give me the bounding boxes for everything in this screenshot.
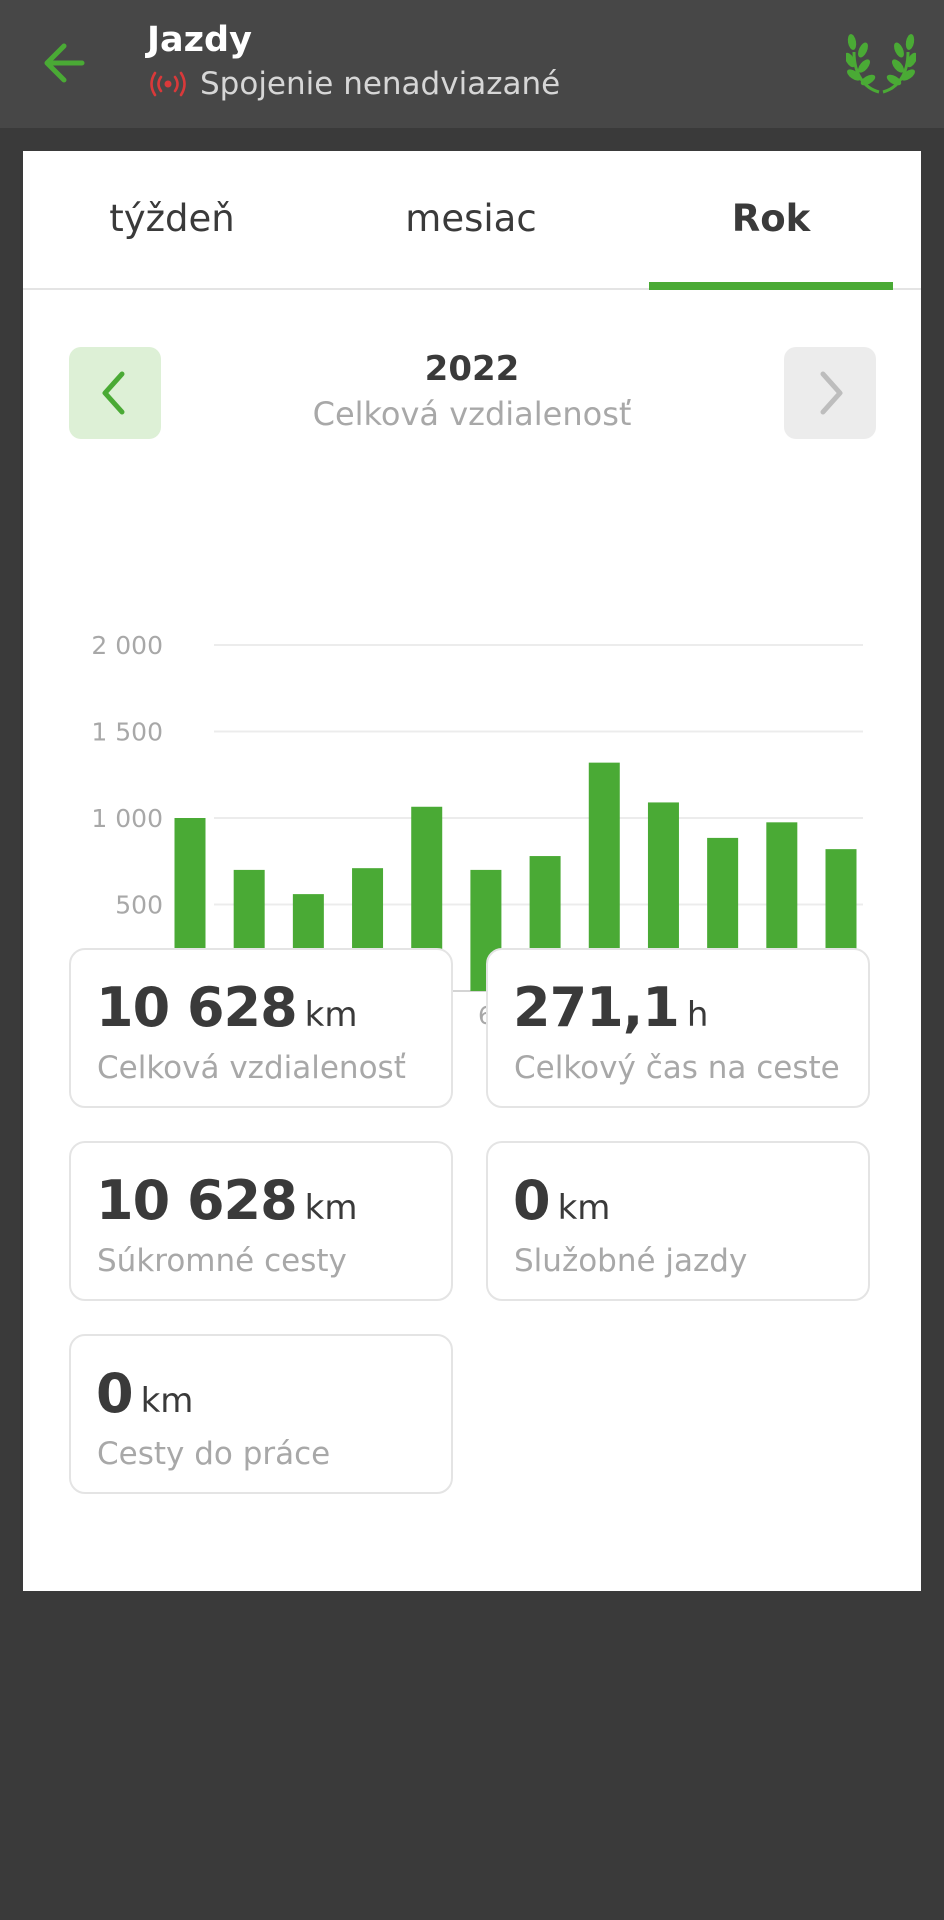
stat-value: 10 628 [96,976,298,1039]
stat-label: Cesty do práce [97,1436,331,1472]
next-period-button[interactable] [784,347,876,439]
stat-total-distance: 10 628 km Celková vzdialenosť [69,948,453,1108]
y-tick-label: 500 [115,891,163,920]
stat-value: 10 628 [96,1169,298,1232]
broadcast-icon [150,71,186,97]
stat-unit: km [304,995,358,1035]
stat-unit: km [140,1381,194,1421]
y-tick-label: 1 500 [91,718,163,747]
period-tabs: týždeň mesiac Rok [23,151,921,290]
stat-label: Celkový čas na ceste [514,1050,840,1086]
y-tick-label: 2 000 [91,631,163,660]
achievements-button[interactable] [844,30,918,96]
stats-card: týždeň mesiac Rok 2022 Celková vzdialeno… [23,151,921,1591]
stat-value: 271,1 [513,976,680,1039]
stat-label: Súkromné cesty [97,1243,347,1279]
back-button[interactable] [36,30,96,96]
app-bar: Jazdy Spojenie nenadviazané [0,0,944,128]
stat-unit: km [304,1188,358,1228]
tab-year[interactable]: Rok [731,197,811,240]
previous-period-button[interactable] [69,347,161,439]
connection-status-text: Spojenie nenadviazané [200,66,561,102]
y-tick-label: 1 000 [91,804,163,833]
stat-total-time: 271,1 h Celkový čas na ceste [486,948,870,1108]
tab-month[interactable]: mesiac [405,197,537,240]
period-metric: Celková vzdialenosť [312,395,632,433]
stat-commute-trips: 0 km Cesty do práce [69,1334,453,1494]
laurel-icon [844,34,918,94]
chevron-right-icon [820,371,843,415]
period-year: 2022 [424,349,520,389]
page-title: Jazdy [147,20,252,60]
stat-value: 0 [513,1169,551,1232]
stat-unit: h [686,995,709,1035]
stat-business-trips: 0 km Služobné jazdy [486,1141,870,1301]
stat-value: 0 [96,1362,134,1425]
stat-label: Služobné jazdy [514,1243,748,1279]
tab-active-indicator [649,282,893,290]
stat-unit: km [557,1188,611,1228]
stat-private-trips: 10 628 km Súkromné cesty [69,1141,453,1301]
connection-status: Spojenie nenadviazané [150,66,560,102]
arrow-left-icon [44,43,85,83]
stat-label: Celková vzdialenosť [97,1050,406,1086]
tab-week[interactable]: týždeň [109,197,235,240]
chevron-left-icon [102,371,125,415]
